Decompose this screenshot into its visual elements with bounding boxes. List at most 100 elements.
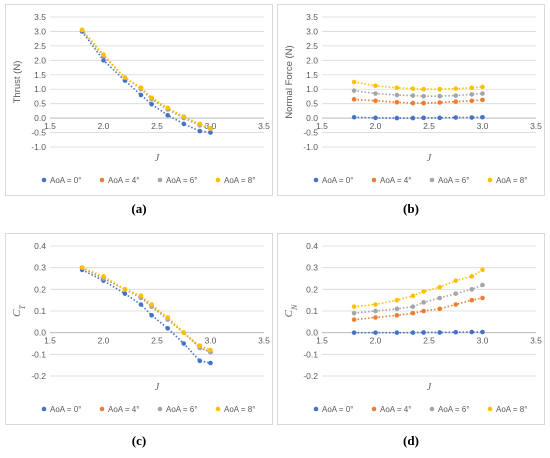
y-tick-label: 0.0	[34, 113, 46, 123]
y-tick-label: 2.0	[306, 55, 318, 65]
data-point	[480, 282, 485, 288]
legend-label-1: AoA = 4°	[380, 176, 411, 185]
data-point	[437, 93, 442, 99]
data-point	[208, 130, 213, 135]
data-point	[480, 329, 485, 335]
data-point	[421, 308, 426, 314]
data-point	[469, 85, 475, 91]
data-point	[197, 121, 203, 127]
y-tick-label: 2.0	[34, 55, 46, 65]
data-point	[351, 114, 357, 120]
data-point	[410, 293, 416, 299]
data-point	[351, 330, 357, 335]
data-point	[149, 95, 154, 101]
legend-marker-1	[99, 406, 105, 412]
data-point	[197, 358, 203, 364]
data-point	[122, 291, 128, 296]
y-tick-label: -0.2	[303, 371, 318, 381]
data-point	[373, 115, 378, 121]
data-point	[101, 274, 106, 279]
y-tick-label: 1.5	[34, 70, 46, 80]
data-point	[149, 101, 154, 107]
legend-marker-1	[371, 177, 377, 183]
data-point	[421, 115, 426, 121]
data-point	[394, 85, 400, 91]
legend-marker-0	[313, 177, 319, 183]
data-point	[181, 330, 187, 335]
data-point	[437, 100, 442, 105]
data-point	[469, 329, 475, 335]
legend-label-3: AoA = 8°	[496, 176, 527, 185]
y-tick-label: 1.0	[34, 84, 46, 94]
y-tick-label: 0.5	[34, 99, 46, 109]
data-point	[480, 295, 485, 301]
data-point	[138, 85, 144, 91]
legend-label-1: AoA = 4°	[380, 405, 411, 414]
data-point	[79, 265, 85, 270]
y-tick-label: 0.2	[34, 284, 46, 294]
data-point	[437, 295, 442, 301]
y-axis-label: Normal Force (N)	[284, 45, 295, 118]
y-tick-label: 3.5	[34, 12, 46, 22]
data-point	[79, 27, 85, 33]
data-point	[351, 88, 357, 93]
y-tick-label: 0.3	[34, 263, 46, 273]
data-point	[421, 100, 426, 106]
legend-marker-1	[371, 406, 377, 412]
y-axis-label: CN	[283, 304, 299, 317]
data-point	[469, 115, 475, 120]
panel-label-b: (b)	[403, 201, 419, 216]
data-point	[410, 93, 416, 98]
data-point	[421, 300, 426, 305]
data-point	[197, 343, 203, 348]
data-point	[208, 125, 213, 131]
x-tick-label: 1.5	[44, 121, 56, 131]
series-line-0	[81, 269, 211, 364]
legend-label-1: AoA = 4°	[108, 405, 139, 414]
data-point	[437, 86, 442, 92]
x-tick-label: 2.5	[423, 336, 435, 346]
y-axis-label-main: C	[283, 309, 295, 317]
y-tick-label: 3.5	[306, 12, 318, 22]
data-point	[394, 99, 400, 105]
data-point	[138, 293, 144, 299]
data-point	[165, 326, 170, 331]
series-line-1	[81, 29, 211, 129]
data-point	[410, 86, 416, 91]
data-point	[453, 329, 459, 335]
data-point	[453, 291, 459, 296]
chart-panel-a: -1.0 -0.5 0.0 0.5 1.0 1.5 2.0 2.5 3.0 3.5 1.5 2.0 2.…	[5, 4, 273, 196]
data-point	[453, 115, 459, 120]
data-point	[149, 313, 154, 318]
data-point	[394, 115, 400, 121]
y-tick-label: 0.1	[306, 306, 318, 316]
y-axis-label: CT	[11, 305, 27, 317]
data-point	[421, 93, 426, 99]
legend-marker-2	[157, 177, 163, 183]
series-line-3	[81, 29, 211, 129]
data-point	[394, 306, 400, 312]
y-tick-label: 0.2	[306, 284, 318, 294]
data-point	[437, 115, 442, 121]
legend-marker-2	[429, 177, 435, 183]
x-tick-label: 2.0	[98, 336, 110, 346]
data-point	[453, 278, 459, 283]
data-point	[138, 92, 144, 98]
y-tick-label: 0.0	[306, 328, 318, 338]
data-point	[480, 267, 485, 273]
legend-label-0: AoA = 0°	[322, 176, 353, 185]
x-tick-label: 3.0	[205, 336, 217, 346]
series-line-2	[81, 266, 211, 353]
x-tick-label: 3.5	[530, 336, 542, 346]
data-point	[480, 84, 485, 90]
panel-label-d: (d)	[403, 433, 419, 448]
legend-marker-0	[41, 177, 47, 183]
x-tick-label: 3.5	[258, 336, 270, 346]
data-point	[101, 52, 106, 57]
y-tick-label: 0.0	[34, 328, 46, 338]
legend-label-0: AoA = 0°	[322, 405, 353, 414]
data-point	[469, 274, 475, 279]
y-tick-label: -0.1	[31, 349, 46, 359]
data-point	[181, 121, 187, 127]
x-tick-label: 3.0	[477, 336, 489, 346]
